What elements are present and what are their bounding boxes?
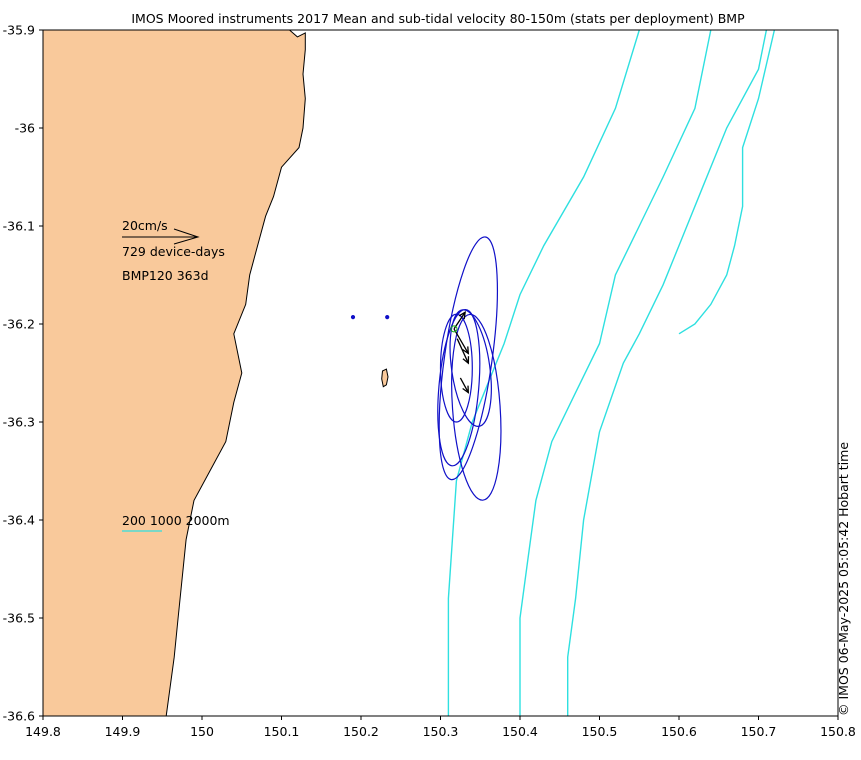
station-marker-3 bbox=[450, 325, 458, 333]
x-tick-label: 149.9 bbox=[105, 724, 141, 739]
mean-velocity-arrow-2 bbox=[453, 328, 470, 355]
variance-ellipse-2 bbox=[451, 313, 502, 501]
scale-days-label: 729 device-days bbox=[122, 244, 225, 259]
x-tick-label: 150.5 bbox=[582, 724, 618, 739]
y-tick-label: -36.3 bbox=[3, 415, 35, 430]
x-tick-label: 150.6 bbox=[661, 724, 697, 739]
isobath-1000m bbox=[519, 29, 712, 716]
x-tick-label: 150 bbox=[190, 724, 214, 739]
depth-legend-label: 200 1000 2000m bbox=[122, 513, 230, 528]
isobath-2000m-east bbox=[678, 29, 776, 335]
x-tick-label: 150.3 bbox=[423, 724, 459, 739]
variance-ellipse-1 bbox=[438, 236, 498, 481]
island bbox=[381, 368, 389, 388]
isobath-2000m bbox=[567, 29, 768, 716]
x-tick-label: 150.8 bbox=[820, 724, 856, 739]
station-marker-2 bbox=[385, 315, 390, 320]
variance-ellipse-4 bbox=[449, 309, 492, 427]
isobath-200m bbox=[447, 29, 640, 716]
y-tick-label: -36.1 bbox=[3, 219, 35, 234]
x-axis: 149.8 149.9 150 150.1 150.2 150.3 150.4 150.5 15… bbox=[25, 716, 856, 739]
variance-ellipse-3 bbox=[437, 308, 481, 467]
y-tick-label: -35.9 bbox=[3, 23, 35, 38]
x-tick-label: 150.2 bbox=[343, 724, 379, 739]
scale-arrow-head bbox=[173, 228, 200, 245]
scale-deployment-label: BMP120 363d bbox=[122, 268, 209, 283]
scale-speed-label: 20cm/s bbox=[122, 218, 168, 233]
x-tick-label: 150.4 bbox=[502, 724, 538, 739]
y-tick-label: -36.6 bbox=[3, 709, 35, 724]
y-axis: -35.9 -36 -36.1 -36.2 -36.3 -36.4 -36.5 -36.6 bbox=[3, 23, 43, 724]
y-tick-label: -36.4 bbox=[3, 513, 35, 528]
depth-legend: 200 1000 2000m bbox=[122, 513, 230, 532]
mean-velocity-arrow-3 bbox=[456, 338, 470, 365]
land-area bbox=[43, 30, 306, 716]
plot-area bbox=[43, 29, 776, 717]
y-tick-label: -36.5 bbox=[3, 611, 35, 626]
variance-ellipse-5 bbox=[439, 313, 473, 423]
station-marker-1 bbox=[350, 315, 356, 320]
coastline bbox=[165, 29, 306, 717]
timestamp-label: © IMOS 06-May-2025 05:05:42 Hobart time bbox=[836, 442, 851, 716]
x-tick-label: 150.1 bbox=[264, 724, 300, 739]
chart-title: IMOS Moored instruments 2017 Mean and su… bbox=[131, 11, 745, 26]
y-tick-label: -36 bbox=[15, 121, 35, 136]
y-tick-label: -36.2 bbox=[3, 317, 35, 332]
x-tick-label: 150.7 bbox=[741, 724, 777, 739]
scale-legend: 20cm/s 729 device-days BMP120 363d bbox=[122, 218, 225, 283]
x-tick-label: 149.8 bbox=[25, 724, 61, 739]
mean-velocity-arrow-4 bbox=[459, 377, 470, 394]
